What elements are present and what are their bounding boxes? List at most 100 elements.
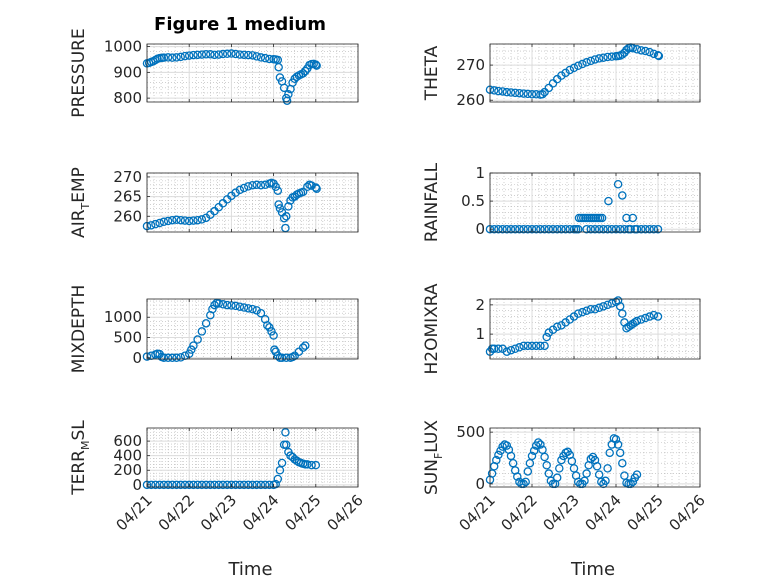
data-point	[506, 224, 516, 234]
data-point	[189, 216, 198, 225]
data-point	[542, 332, 551, 342]
data-point	[235, 302, 245, 311]
data-point	[641, 46, 650, 56]
data-point	[538, 90, 547, 99]
data-point	[523, 89, 533, 99]
data-point	[231, 301, 240, 311]
data-point	[492, 455, 501, 465]
data-point	[260, 480, 270, 490]
data-point	[599, 302, 608, 311]
data-point	[163, 53, 173, 62]
data-point	[615, 448, 625, 458]
data-point	[265, 54, 274, 64]
data-point	[523, 224, 533, 234]
data-point	[573, 224, 583, 234]
data-point	[632, 470, 642, 479]
data-point	[527, 341, 537, 351]
data-point	[552, 224, 562, 234]
data-point	[611, 435, 621, 444]
data-point	[582, 469, 591, 478]
data-point	[231, 188, 240, 197]
data-point	[180, 51, 190, 61]
data-point	[590, 224, 600, 234]
data-point	[641, 313, 650, 323]
axes-box	[489, 172, 701, 233]
data-point	[180, 480, 190, 490]
data-point	[607, 224, 617, 234]
data-point	[611, 297, 621, 307]
data-point	[159, 53, 169, 62]
data-point	[279, 213, 289, 223]
data-point	[151, 480, 160, 490]
data-point	[244, 182, 253, 191]
data-point	[502, 87, 512, 97]
y-tick-label: 600	[113, 432, 142, 450]
data-point	[172, 480, 181, 490]
data-point	[184, 216, 194, 226]
data-point	[540, 452, 549, 462]
data-point	[269, 331, 278, 340]
data-point	[618, 50, 627, 59]
data-point	[187, 345, 196, 354]
axes-box	[489, 43, 701, 103]
data-point	[531, 90, 541, 99]
data-point	[273, 474, 283, 484]
figure-title: Figure 1 medium	[154, 14, 326, 35]
grid	[146, 299, 359, 359]
data-point	[578, 307, 587, 317]
data-point	[300, 66, 310, 76]
y-tick-label: 1	[475, 325, 485, 343]
data-point	[544, 83, 554, 93]
data-point	[303, 460, 312, 469]
data-point	[180, 216, 190, 225]
data-point	[615, 302, 625, 311]
data-point	[303, 182, 312, 192]
x-axis-label: Time	[570, 559, 615, 580]
data-point	[494, 224, 503, 234]
axes-box	[146, 298, 359, 360]
data-point	[265, 480, 274, 490]
data-point	[555, 464, 564, 473]
axes-background	[147, 428, 358, 487]
data-point	[176, 480, 186, 490]
y-tick-label: 1000	[104, 308, 142, 326]
data-point	[282, 353, 291, 363]
data-point	[210, 300, 219, 310]
data-point	[210, 50, 219, 60]
data-point	[636, 224, 646, 234]
data-point	[540, 341, 549, 351]
y-tick-label: 0	[475, 475, 485, 493]
data-point	[260, 53, 270, 63]
data-point	[218, 300, 228, 309]
data-point	[536, 341, 545, 351]
data-point	[599, 53, 608, 62]
data-point	[231, 49, 240, 59]
data-point	[628, 43, 638, 53]
data-point	[284, 90, 293, 99]
data-point	[604, 196, 613, 206]
data-point	[168, 53, 177, 62]
axes-box	[146, 427, 359, 488]
data-point	[649, 49, 659, 59]
scatter-series	[485, 296, 663, 356]
axes-box	[489, 298, 701, 360]
data-point	[214, 480, 223, 490]
data-point	[594, 54, 604, 63]
data-point	[510, 88, 520, 98]
data-point	[613, 179, 623, 189]
data-point	[536, 440, 545, 449]
data-point	[510, 224, 520, 234]
data-point	[214, 50, 223, 59]
data-point	[632, 224, 642, 234]
data-point	[620, 224, 629, 234]
data-point	[515, 224, 524, 234]
data-point	[618, 191, 627, 200]
data-point	[527, 90, 537, 99]
data-point	[168, 480, 177, 490]
data-point	[578, 59, 587, 69]
data-point	[645, 312, 654, 321]
data-point	[636, 315, 646, 324]
data-point	[307, 460, 316, 470]
data-point	[498, 224, 507, 234]
data-point	[615, 224, 625, 234]
